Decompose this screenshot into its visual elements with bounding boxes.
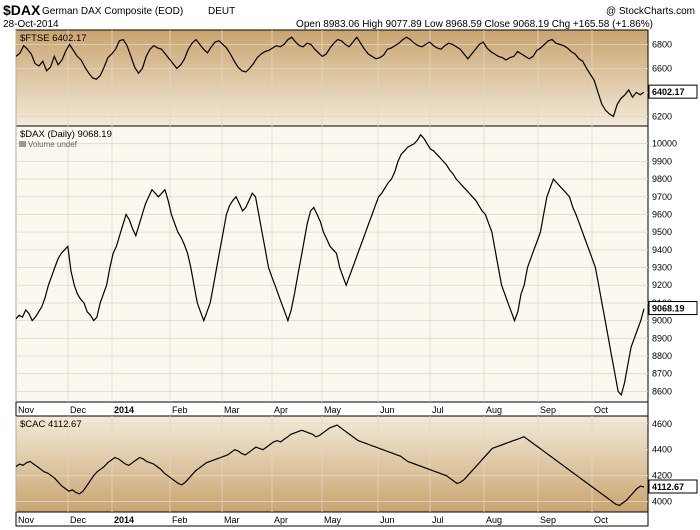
y-tick-label: 9300 bbox=[652, 263, 672, 273]
month-tick-label: Sep bbox=[540, 405, 556, 415]
month-tick-label: Dec bbox=[70, 515, 87, 525]
month-tick-label: Oct bbox=[594, 405, 609, 415]
last-value-tag-box bbox=[648, 84, 698, 99]
y-tick-label: 4400 bbox=[652, 445, 672, 455]
month-tick-label: May bbox=[324, 405, 342, 415]
month-tick-label: Aug bbox=[486, 405, 502, 415]
y-tick-label: 6800 bbox=[652, 39, 672, 49]
symbol-title: $DAX bbox=[3, 2, 41, 18]
month-tick-label: Apr bbox=[274, 405, 288, 415]
y-tick-label: 4200 bbox=[652, 471, 672, 481]
panel-label: $DAX (Daily) 9068.19 bbox=[20, 129, 112, 140]
last-value-tag: 4112.67 bbox=[652, 482, 684, 492]
x-axis-strip-bottom bbox=[15, 511, 649, 527]
x-axis-strip-main bbox=[15, 401, 649, 417]
series-line-ftse bbox=[15, 36, 645, 118]
month-tick-label: 2014 bbox=[114, 405, 134, 415]
series-line-cac bbox=[15, 424, 645, 507]
month-tick-label: Sep bbox=[540, 515, 556, 525]
last-value-tag: 6402.17 bbox=[652, 87, 685, 97]
y-tick-label: 8700 bbox=[652, 369, 672, 379]
month-tick-label: Oct bbox=[594, 515, 609, 525]
series-line-dax bbox=[15, 133, 645, 397]
volume-icon bbox=[19, 141, 26, 147]
month-tick-label: Apr bbox=[274, 515, 288, 525]
cac-panel bbox=[15, 415, 649, 513]
y-tick-label: 6600 bbox=[652, 63, 672, 73]
panel-label: $CAC 4112.67 bbox=[20, 419, 82, 430]
watermark-link[interactable]: @ StockCharts.com bbox=[606, 6, 695, 17]
month-tick-label: Dec bbox=[70, 405, 87, 415]
ohlc-summary: Open 8983.06 High 9077.89 Low 8968.59 Cl… bbox=[296, 19, 653, 30]
date-label: 28-Oct-2014 bbox=[3, 19, 59, 30]
y-tick-label: 9500 bbox=[652, 227, 672, 237]
y-tick-label: 10000 bbox=[652, 139, 677, 149]
month-tick-label: Jul bbox=[432, 405, 444, 415]
y-tick-label: 9800 bbox=[652, 174, 672, 184]
line-layer bbox=[15, 36, 645, 507]
label-layer: Nov Nov Dec Dec 2014 2014 Feb Feb Mar Mar Apr Apr Ma… bbox=[18, 33, 698, 525]
month-tick-label: Feb bbox=[172, 515, 188, 525]
y-tick-label: 9700 bbox=[652, 192, 672, 202]
last-value-tag-box bbox=[648, 301, 698, 316]
exchange-label: DEUT bbox=[208, 6, 235, 17]
month-tick-label: Jul bbox=[432, 515, 444, 525]
y-tick-label: 8900 bbox=[652, 333, 672, 343]
symbol-name: German DAX Composite (EOD) bbox=[42, 6, 183, 17]
month-tick-label: Nov bbox=[18, 405, 35, 415]
volume-label: Volume undef bbox=[28, 140, 78, 149]
last-value-tag: 9068.19 bbox=[652, 304, 685, 314]
month-tick-label: Mar bbox=[224, 405, 240, 415]
y-tick-label: 9600 bbox=[652, 209, 672, 219]
month-tick-label: Mar bbox=[224, 515, 240, 525]
month-tick-label: Jun bbox=[380, 405, 395, 415]
y-tick-label: 4000 bbox=[652, 497, 672, 507]
y-tick-label: 4600 bbox=[652, 419, 672, 429]
y-tick-label: 8800 bbox=[652, 351, 672, 361]
y-tick-label: 9900 bbox=[652, 156, 672, 166]
month-tick-label: May bbox=[324, 515, 342, 525]
panel-label: $FTSE 6402.17 bbox=[20, 33, 87, 44]
month-tick-label: Aug bbox=[486, 515, 502, 525]
month-tick-label: Feb bbox=[172, 405, 188, 415]
month-tick-label: Jun bbox=[380, 515, 395, 525]
last-value-tag-box bbox=[648, 479, 698, 494]
y-tick-label: 9400 bbox=[652, 245, 672, 255]
y-tick-label: 9000 bbox=[652, 316, 672, 326]
month-tick-label: Nov bbox=[18, 515, 35, 525]
y-tick-label: 9200 bbox=[652, 280, 672, 290]
y-tick-label: 8600 bbox=[652, 386, 672, 396]
month-tick-label: 2014 bbox=[114, 515, 134, 525]
y-tick-label: 6200 bbox=[652, 111, 672, 121]
